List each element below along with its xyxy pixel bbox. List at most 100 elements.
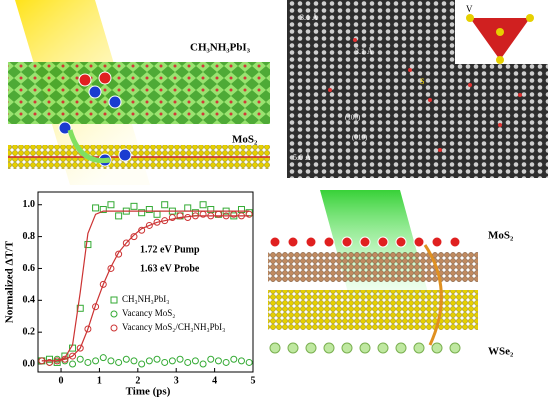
x-tick-label: 2 [135,375,140,386]
data-point [138,226,146,234]
annotation: 1.72 eV Pump [140,244,200,255]
direction-label: (010) [352,134,368,142]
data-point [107,201,115,209]
data-point [130,233,138,241]
data-point [176,355,184,363]
spacing-label: 3.1 Å [300,13,318,22]
x-axis-label: Time (ps) [126,386,171,398]
data-point [184,358,192,366]
wse2-label: WSe₂ [488,346,514,358]
data-point [184,204,192,212]
data-point [69,352,77,360]
data-point [84,358,92,366]
direction-label: (100) [345,114,361,122]
data-point [138,209,146,217]
y-tick-label: 0.6 [23,263,36,274]
data-point [46,358,54,366]
plot-frame [37,191,254,373]
x-tick-label: 0 [59,375,64,386]
vs-label: V [466,4,473,14]
data-point [176,212,184,220]
data-point [99,354,107,362]
data-point [214,357,222,365]
data-point [237,357,245,365]
data-point [76,344,84,352]
data-point [76,355,84,363]
legend-label: Vacancy MoS₂/CH₃NH₃PbI₃ [122,322,225,332]
data-point [145,221,153,229]
legend-label: Vacancy MoS₂ [122,308,175,318]
data-point [161,201,169,209]
fit-line [41,210,250,362]
data-point [168,357,176,365]
data-point [161,217,169,225]
data-point [230,355,238,363]
stm-image: V 3.1 Å 3.1 Å S (100) (010) 5.0 Å [287,0,548,178]
legend-marker [110,310,118,318]
data-point [84,325,92,333]
mos2-layer [268,252,478,282]
legend-label: CH₃NH₃PbI₃ [122,294,169,304]
vacancies [328,38,522,152]
data-point [130,202,138,210]
spacing-label: 3.1 Å [355,47,373,56]
data-point [115,250,123,258]
data-point [168,213,176,221]
data-point [145,357,153,365]
y-tick-label: 0.0 [23,358,36,369]
data-point [99,280,107,288]
perovskite-label: CH₃NH₃PbI₃ [190,42,251,54]
x-tick-label: 1 [97,375,102,386]
mos2-label: MoS₂ [488,230,514,242]
data-point [161,358,169,366]
data-point [115,212,123,220]
mos2-label: MoS₂ [232,134,258,146]
transfer-arrow [423,244,443,346]
data-point [153,210,161,218]
data-point [92,204,100,212]
legend-marker [110,296,118,304]
x-tick-label: 5 [251,375,256,386]
data-point [138,360,146,368]
data-point [107,357,115,365]
perovskite-layer [8,62,270,124]
data-point [69,360,77,368]
data-point [92,357,100,365]
data-point [130,357,138,365]
fit-line [41,215,250,362]
y-tick-label: 0.4 [23,295,36,306]
data-point [199,201,207,209]
data-point [199,360,207,368]
y-axis-label: Normalized ΔT/T [4,240,16,323]
transfer-arrow [67,129,111,164]
data-point [46,355,54,363]
data-point [122,355,130,363]
holes [269,342,461,354]
data-point [153,218,161,226]
inset-molecule [466,14,534,64]
x-tick-label: 4 [212,375,217,386]
data-point [76,304,84,312]
chart: Time (ps) Normalized ΔT/T 1.72 eV Pump 1… [4,191,256,398]
bottom-right-illustration: MoS₂ WSe₂ [268,190,514,358]
y-tick-label: 0.8 [23,231,36,242]
wse2-layer [268,290,478,330]
data-point [84,241,92,249]
data-point [222,358,230,366]
data-point [153,355,161,363]
annotation: 1.63 eV Probe [140,263,200,274]
data-point [207,355,215,363]
data-point [122,239,130,247]
top-left-illustration: CH₃NH₃PbI₃ MoS₂ [8,0,270,185]
x-tick-label: 3 [174,375,179,386]
data-point [99,206,107,214]
light-beam [320,190,430,300]
data-point [107,264,115,272]
s-label: S [420,77,424,86]
data-point [191,357,199,365]
data-point [245,358,253,366]
data-point [145,206,153,214]
electrons [269,236,461,248]
scale-label: 5.0 Å [293,153,311,162]
